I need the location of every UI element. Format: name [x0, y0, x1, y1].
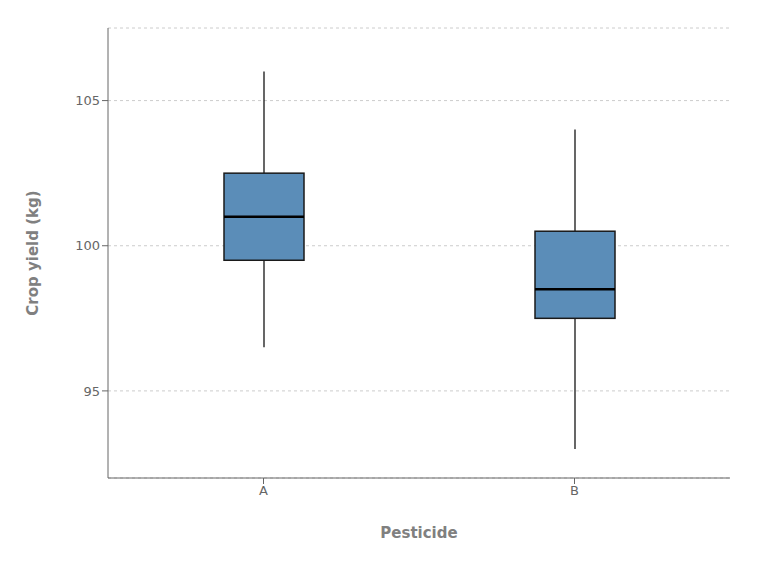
- svg-text:A: A: [259, 483, 268, 498]
- svg-text:Crop yield (kg): Crop yield (kg): [24, 190, 42, 315]
- svg-text:95: 95: [83, 384, 100, 399]
- svg-text:100: 100: [75, 238, 100, 253]
- svg-text:B: B: [570, 483, 579, 498]
- svg-text:Pesticide: Pesticide: [380, 524, 457, 542]
- svg-text:105: 105: [75, 93, 100, 108]
